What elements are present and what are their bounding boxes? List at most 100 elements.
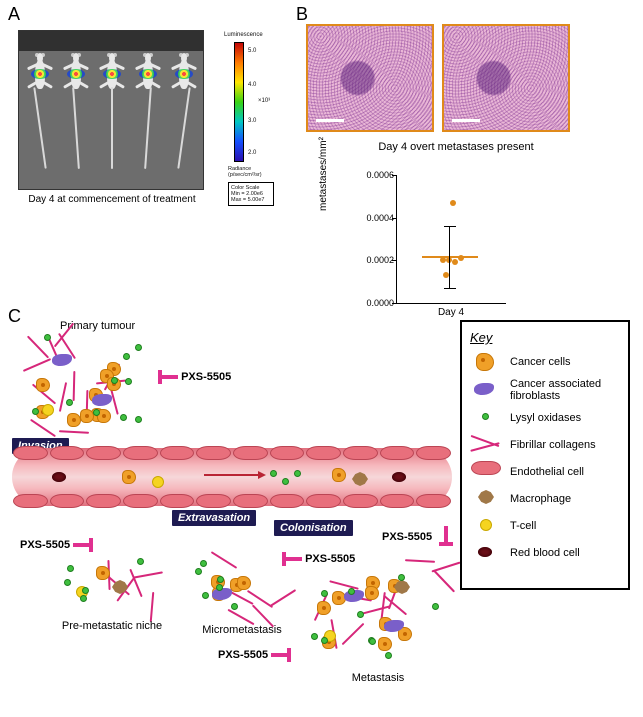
flow-arrow-icon <box>204 474 260 476</box>
endothelial-cell-icon <box>380 494 415 508</box>
lox-icon <box>125 378 132 385</box>
histology-image <box>442 24 570 132</box>
collagen-icon <box>133 571 163 578</box>
colorscale-box: Color Scale Min = 2.00e6 Max = 5.00e7 <box>228 182 274 206</box>
lox-icon <box>66 399 73 406</box>
legend-icon-tcell <box>470 515 504 537</box>
lox-icon <box>398 574 405 581</box>
endothelial-cell-icon <box>270 494 305 508</box>
lox-icon <box>111 377 118 384</box>
lox-icon <box>282 478 289 485</box>
lox-icon <box>321 637 328 644</box>
pxs-inhibitor: PXS-5505 <box>156 370 231 384</box>
endothelial-cell-icon <box>123 446 158 460</box>
ytick-label: 0.0006 <box>360 170 394 180</box>
rbc-icon <box>52 472 66 482</box>
stage-colonisation: Colonisation <box>274 520 353 536</box>
panel-a: Day 4 at commencement of treatment <box>18 30 206 215</box>
legend-icon-mac <box>470 488 504 510</box>
legend-row-endo: Endothelial cell <box>470 461 620 483</box>
lox-icon <box>348 588 355 595</box>
collagen-icon <box>270 589 296 607</box>
legend-label: Lysyl oxidases <box>510 412 581 424</box>
chart-xlabel: Day 4 <box>426 307 476 318</box>
legend-label: Red blood cell <box>510 547 580 559</box>
radiance-label: Radiance (p/sec/cm²/sr) <box>228 166 280 178</box>
endothelial-cell-icon <box>196 494 231 508</box>
endothelial-cell-icon <box>86 494 121 508</box>
endothelial-cell-icon <box>13 446 48 460</box>
endothelial-cell-icon <box>50 446 85 460</box>
data-point <box>450 200 456 206</box>
lox-icon <box>64 579 71 586</box>
mouse-icon <box>99 51 125 171</box>
cancer-cell-icon <box>378 637 392 651</box>
collagen-icon <box>58 382 66 412</box>
legend-icon-endo <box>470 461 504 483</box>
ytick <box>392 303 396 304</box>
lox-icon <box>82 587 89 594</box>
endothelial-cell-icon <box>50 494 85 508</box>
panel-c-diagram: Primary tumour PXS-5505 Invasion Intrava… <box>12 320 632 710</box>
ytick <box>392 175 396 176</box>
panel-b: Day 4 overt metastases present metastase… <box>306 24 606 321</box>
data-point <box>452 259 458 265</box>
collagen-icon <box>247 590 273 608</box>
cancer-cell-icon <box>122 470 136 484</box>
macrophage-icon <box>352 472 368 486</box>
lox-icon <box>200 560 207 567</box>
inhibitor-icon <box>439 526 453 548</box>
endothelial-cell-icon <box>233 494 268 508</box>
preniche-label: Pre-metastatic niche <box>52 620 172 632</box>
ytick <box>392 218 396 219</box>
primary-tumour-cluster <box>22 334 152 444</box>
histology-image <box>306 24 434 132</box>
legend-label: Cancer associated fibroblasts <box>510 378 620 402</box>
legend-title: Key <box>470 330 620 345</box>
legend-label: Fibrillar collagens <box>510 439 596 451</box>
endothelial-cell-icon <box>86 446 121 460</box>
legend-row-coll: Fibrillar collagens <box>470 434 620 456</box>
pxs-inhibitor: PXS-5505 <box>382 530 457 544</box>
metastasis-cluster <box>304 560 444 670</box>
pxs-inhibitor: PXS-5505 <box>218 648 293 662</box>
colorbar-tick: 3.0 <box>248 118 256 124</box>
cancer-cell-icon <box>80 409 94 423</box>
lox-icon <box>385 652 392 659</box>
ytick-label: 0.0004 <box>360 213 394 223</box>
collagen-icon <box>361 606 391 616</box>
collagen-icon <box>330 580 360 590</box>
endothelial-cell-icon <box>160 446 195 460</box>
inhibitor-icon <box>271 648 293 662</box>
histology-pair <box>306 24 606 137</box>
ytick <box>392 260 396 261</box>
lox-icon <box>195 568 202 575</box>
legend-row-rbc: Red blood cell <box>470 542 620 564</box>
lox-icon <box>432 603 439 610</box>
colorbar-tick: 5.0 <box>248 48 256 54</box>
cancer-cell-icon <box>67 413 81 427</box>
ytick-label: 0.0000 <box>360 298 394 308</box>
collagen-icon <box>211 552 237 570</box>
endothelial-cell-icon <box>123 494 158 508</box>
legend-label: Macrophage <box>510 493 571 505</box>
legend-row-cancer: Cancer cells <box>470 351 620 373</box>
endothelial-cell-icon <box>306 446 341 460</box>
lox-icon <box>44 334 51 341</box>
luminescence-legend: Luminescence 5.0 4.0 3.0 2.0 ×10³ Radian… <box>224 32 280 206</box>
panel-b-hist-caption: Day 4 overt metastases present <box>306 141 606 153</box>
scale-bar <box>452 119 480 122</box>
micromet-label: Micrometastasis <box>192 624 292 636</box>
lox-icon <box>270 470 277 477</box>
tcell-icon <box>42 404 54 416</box>
luminescence-title: Luminescence <box>224 32 280 38</box>
endothelial-cell-icon <box>270 446 305 460</box>
lox-icon <box>137 558 144 565</box>
inhibitor-label: PXS-5505 <box>382 531 432 543</box>
collagen-icon <box>73 371 76 401</box>
chart-xaxis <box>396 303 506 304</box>
premetastatic-niche-cluster <box>62 550 152 620</box>
tcell-icon <box>152 476 164 488</box>
endothelium-bottom <box>12 494 452 508</box>
cancer-cell-icon <box>237 576 251 590</box>
